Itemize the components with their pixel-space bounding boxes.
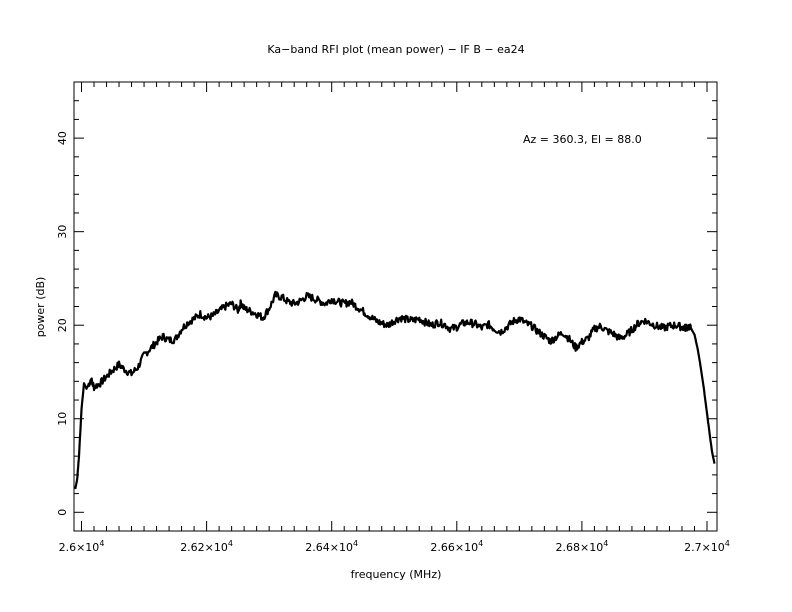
annotation-az-el: Az = 360.3, El = 88.0: [523, 133, 642, 146]
y-tick-label: 0: [56, 509, 69, 516]
y-tick-label: 20: [56, 318, 69, 332]
x-tick-label: 2.7×104: [684, 539, 730, 554]
y-tick-label: 40: [56, 131, 69, 145]
y-tick-label: 30: [56, 225, 69, 239]
x-ticks: 2.6×104 2.62×104 2.64×104 2.66×104 2.68×104 2…: [59, 82, 730, 554]
y-axis-label: power (dB): [34, 277, 47, 338]
chart-title: Ka−band RFI plot (mean power) − IF B − e…: [267, 43, 524, 56]
x-tick-label: 2.62×104: [180, 539, 233, 554]
x-axis-label: frequency (MHz): [351, 568, 442, 581]
y-tick-label: 10: [56, 412, 69, 426]
x-tick-label: 2.6×104: [59, 539, 105, 554]
y-ticks: 0 10 20 30 40: [56, 100, 717, 516]
x-tick-label: 2.68×104: [555, 539, 608, 554]
x-tick-label: 2.66×104: [430, 539, 483, 554]
series-line: [74, 290, 716, 490]
plot-frame: [73, 81, 718, 532]
x-tick-label: 2.64×104: [305, 539, 358, 554]
